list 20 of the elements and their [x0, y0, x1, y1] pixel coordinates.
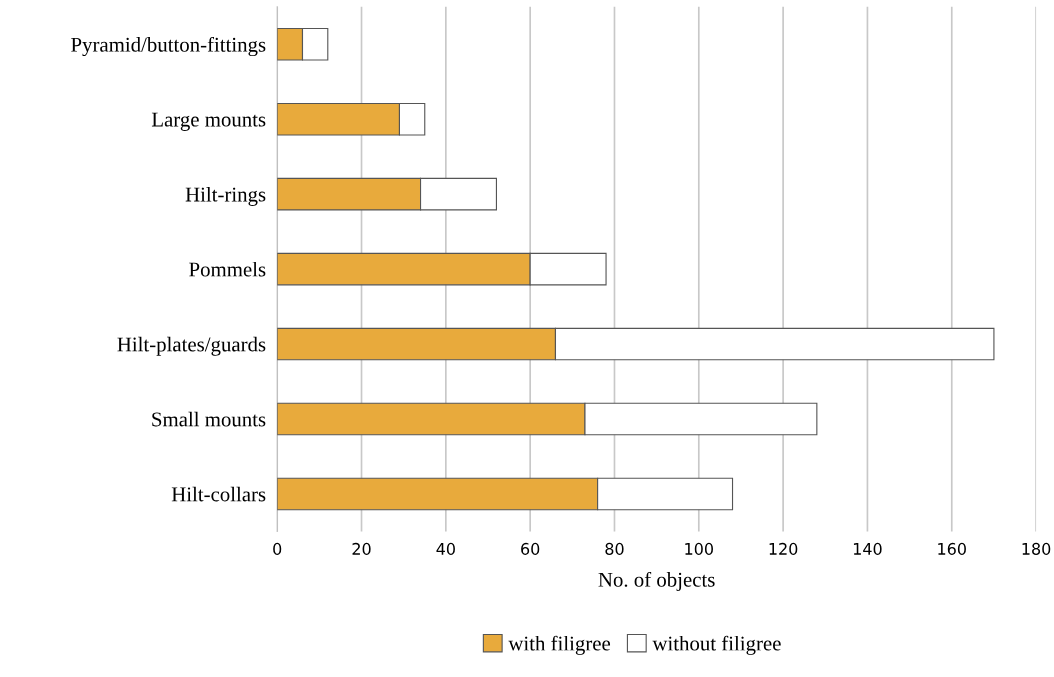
x-tick-label: 180 [1022, 542, 1051, 555]
legend-label: with filigree [508, 635, 611, 655]
y-tick-label: Hilt-plates/guards [117, 336, 266, 356]
y-tick-label: Large mounts [151, 112, 266, 131]
legend-label: without filigree [652, 635, 781, 655]
x-tick-label: 60 [521, 542, 540, 555]
x-axis-title: No. of objects [598, 571, 715, 592]
y-tick-label: Pommels [189, 261, 266, 277]
x-tick-label: 40 [436, 542, 455, 555]
y-tick-label: Small mounts [152, 411, 266, 427]
y-tick-label: Hilt-rings [185, 186, 266, 206]
x-tick-label: 140 [853, 542, 882, 555]
x-tick-label: 20 [352, 542, 371, 555]
x-tick-label: 80 [605, 542, 624, 555]
y-tick-label: Pyramid/button-fittings [71, 36, 266, 57]
x-tick-label: 0 [273, 542, 282, 555]
x-tick-label: 120 [769, 542, 798, 555]
x-tick-label: 160 [938, 542, 966, 555]
y-tick-label: Hilt-collars [171, 486, 266, 502]
x-tick-label: 100 [685, 542, 713, 555]
